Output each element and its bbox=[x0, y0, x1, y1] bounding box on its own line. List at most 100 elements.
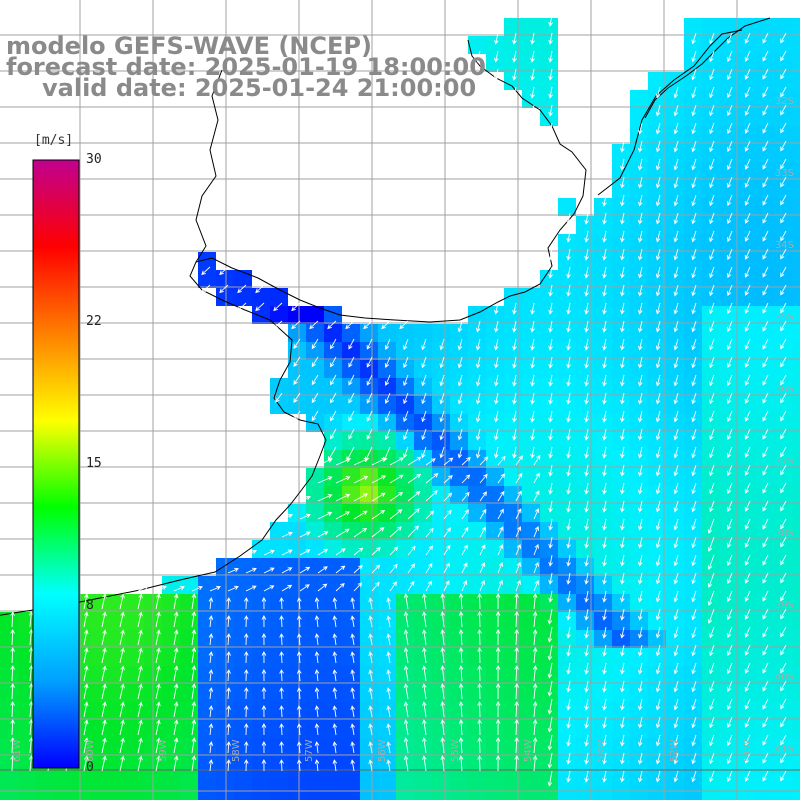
wind-speed-cell bbox=[558, 756, 576, 774]
wind-arrow bbox=[335, 493, 351, 502]
wind-arrow bbox=[348, 428, 355, 440]
wind-arrow bbox=[620, 284, 625, 297]
wind-speed-cell bbox=[396, 774, 414, 792]
wind-arrow bbox=[638, 680, 643, 693]
wind-speed-cell bbox=[630, 666, 648, 684]
wind-arrow bbox=[709, 392, 715, 405]
wind-arrow bbox=[399, 320, 409, 330]
wind-arrow bbox=[311, 338, 319, 350]
wind-speed-cell bbox=[306, 306, 324, 324]
wind-speed-cell bbox=[306, 774, 324, 792]
wind-arrow bbox=[371, 564, 381, 574]
wind-arrow bbox=[533, 508, 540, 520]
wind-speed-cell bbox=[198, 630, 216, 648]
wind-speed-cell bbox=[216, 774, 234, 792]
wind-speed-cell bbox=[774, 378, 792, 396]
wind-arrow bbox=[101, 647, 107, 664]
wind-arrow bbox=[673, 392, 679, 405]
wind-speed-cell bbox=[378, 720, 396, 738]
wind-speed-cell bbox=[468, 792, 486, 800]
wind-arrow bbox=[638, 374, 643, 387]
wind-arrow bbox=[407, 563, 415, 574]
wind-arrow bbox=[566, 716, 571, 729]
wind-speed-cell bbox=[324, 774, 342, 792]
wind-speed-cell bbox=[180, 792, 198, 800]
wind-speed-cell bbox=[720, 612, 738, 630]
wind-speed-cell bbox=[540, 738, 558, 756]
wind-vectors bbox=[10, 14, 787, 787]
wind-speed-cell bbox=[540, 108, 558, 126]
wind-arrow bbox=[673, 212, 679, 225]
wind-arrow bbox=[780, 356, 787, 368]
wind-speed-cell bbox=[378, 648, 396, 666]
wind-speed-cell bbox=[720, 216, 738, 234]
wind-speed-cell bbox=[756, 540, 774, 558]
wind-speed-cell bbox=[702, 180, 720, 198]
wind-arrow bbox=[620, 140, 625, 153]
wind-speed-cell bbox=[126, 648, 144, 666]
wind-speed-cell bbox=[360, 774, 378, 792]
wind-arrow bbox=[314, 759, 320, 772]
wind-arrow bbox=[709, 194, 715, 207]
wind-arrow bbox=[461, 544, 468, 556]
wind-speed-cell bbox=[684, 504, 702, 522]
wind-speed-cell bbox=[450, 468, 468, 486]
wind-speed-cell bbox=[666, 504, 684, 522]
wind-arrow bbox=[101, 719, 107, 736]
wind-speed-cell bbox=[594, 648, 612, 666]
wind-speed-cell bbox=[684, 396, 702, 414]
wind-speed-cell bbox=[738, 378, 756, 396]
wind-speed-cell bbox=[360, 360, 378, 378]
wind-speed-cell bbox=[594, 666, 612, 684]
wind-arrow bbox=[350, 723, 355, 736]
wind-arrow bbox=[494, 320, 499, 333]
wind-speed-cell bbox=[558, 306, 576, 324]
wind-arrow bbox=[638, 194, 643, 207]
wind-arrow bbox=[512, 68, 517, 81]
wind-arrow bbox=[296, 723, 302, 736]
wind-speed-cell bbox=[684, 558, 702, 576]
wind-speed-cell bbox=[720, 288, 738, 306]
wind-arrow bbox=[726, 680, 733, 693]
wind-speed-cell bbox=[360, 576, 378, 594]
wind-speed-cell bbox=[774, 144, 792, 162]
longitude-label: 55W bbox=[450, 739, 461, 762]
wind-arrow bbox=[495, 629, 501, 646]
wind-speed-cell bbox=[720, 144, 738, 162]
wind-arrow bbox=[620, 680, 625, 693]
wind-arrow bbox=[780, 536, 787, 548]
wind-speed-cell bbox=[522, 738, 540, 756]
wind-speed-cell bbox=[666, 144, 684, 162]
wind-speed-cell bbox=[594, 360, 612, 378]
wind-arrow bbox=[673, 266, 679, 279]
wind-speed-cell bbox=[612, 198, 630, 216]
wind-arrow bbox=[335, 548, 346, 556]
wind-arrow bbox=[744, 770, 751, 782]
colorbar-tick-label: 15 bbox=[86, 456, 102, 471]
wind-arrow bbox=[208, 741, 214, 754]
wind-speed-cell bbox=[324, 702, 342, 720]
wind-speed-cell bbox=[738, 90, 756, 108]
wind-arrow bbox=[691, 68, 697, 81]
wind-speed-cell bbox=[216, 288, 234, 306]
wind-arrow bbox=[602, 194, 607, 207]
wind-speed-cell bbox=[468, 702, 486, 720]
wind-speed-cell bbox=[594, 738, 612, 756]
wind-arrow bbox=[602, 536, 607, 549]
wind-speed-cell bbox=[684, 18, 702, 36]
coastline bbox=[0, 39, 587, 616]
wind-arrow bbox=[389, 457, 405, 466]
wind-speed-cell bbox=[468, 306, 486, 324]
wind-arrow bbox=[726, 698, 733, 711]
wind-speed-cell bbox=[162, 684, 180, 702]
wind-arrow bbox=[744, 698, 751, 710]
wind-arrow bbox=[494, 338, 499, 351]
wind-arrow bbox=[744, 320, 751, 332]
wind-speed-cell bbox=[594, 792, 612, 800]
wind-speed-cell bbox=[450, 792, 468, 800]
wind-arrow bbox=[514, 665, 519, 682]
wind-speed-cell bbox=[630, 180, 648, 198]
wind-arrow bbox=[494, 392, 499, 405]
wind-arrow bbox=[744, 518, 751, 530]
wind-arrow bbox=[10, 737, 15, 754]
